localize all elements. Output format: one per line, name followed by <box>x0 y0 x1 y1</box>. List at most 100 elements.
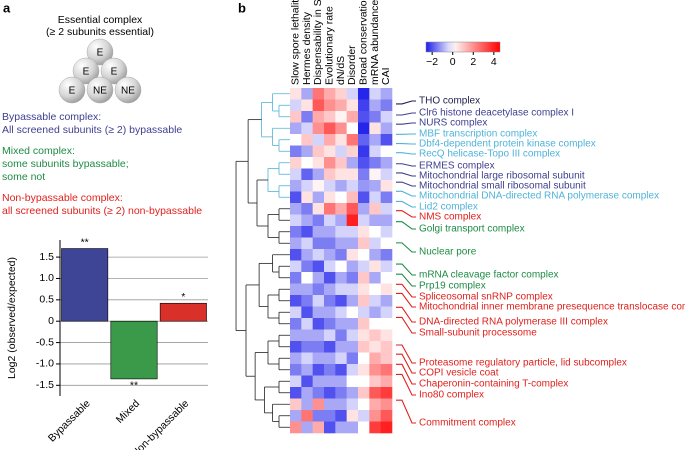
heatmap-cell <box>347 123 359 135</box>
heatmap-cell <box>369 261 381 273</box>
heatmap-cell <box>290 261 302 273</box>
label-leader <box>396 123 416 124</box>
heatmap-cell <box>301 261 313 273</box>
heatmap-cell <box>290 157 302 169</box>
heatmap-cell <box>381 226 393 238</box>
heatmap-cell <box>324 238 336 250</box>
label-leader <box>396 182 416 186</box>
heatmap-cell <box>301 387 313 399</box>
heatmap-cell <box>301 180 313 192</box>
heatmap-cell <box>381 215 393 227</box>
heatmap-cell <box>381 192 393 204</box>
heatmap-cell <box>335 238 347 250</box>
heatmap-cell <box>290 169 302 181</box>
bar <box>61 249 107 322</box>
heatmap-cell <box>301 88 313 100</box>
heatmap-cell <box>335 134 347 146</box>
heatmap-cell <box>358 123 370 135</box>
heatmap-cell <box>324 134 336 146</box>
heatmap-cell <box>358 341 370 353</box>
complex-label: NURS complex <box>419 118 487 129</box>
heatmap-cell <box>347 249 359 261</box>
y-tick-label: -0.5 <box>36 336 54 348</box>
heatmap-cell <box>369 364 381 376</box>
label-leader <box>396 164 416 166</box>
heatmap-cell <box>369 353 381 365</box>
heatmap-cell <box>347 341 359 353</box>
heatmap-cell <box>358 157 370 169</box>
heatmap-cell <box>301 146 313 158</box>
heatmap-cell <box>290 422 302 434</box>
label-leader <box>396 113 416 115</box>
complex-label: DNA-directed RNA polymerase III complex <box>419 317 608 328</box>
y-tick-label: -1.5 <box>36 379 54 391</box>
heatmap-cell <box>324 387 336 399</box>
heatmap-cell <box>335 180 347 192</box>
heatmap-cell <box>313 353 325 365</box>
complex-label: Mitochondrial inner membrane presequence… <box>419 302 685 313</box>
heatmap-cell <box>381 238 393 250</box>
legend-heading: Bypassable complex: <box>2 111 101 123</box>
heatmap-cell <box>358 284 370 296</box>
complex-label: Prp19 complex <box>419 281 486 292</box>
heatmap-cell <box>335 249 347 261</box>
y-axis-label: Log2 (observed/expected) <box>6 257 18 379</box>
heatmap-cell <box>369 341 381 353</box>
heatmap-cell <box>369 226 381 238</box>
heatmap-cell <box>335 364 347 376</box>
heatmap-cell <box>381 284 393 296</box>
heatmap-cell <box>369 284 381 296</box>
heatmap-cell <box>347 180 359 192</box>
heatmap-cell <box>347 272 359 284</box>
heatmap-cell <box>313 226 325 238</box>
heatmap-cell <box>358 249 370 261</box>
heatmap-cell <box>301 295 313 307</box>
complex-label: Commitment complex <box>419 418 516 429</box>
heatmap-cell <box>358 353 370 365</box>
heatmap-cell <box>335 422 347 434</box>
heatmap-cell <box>358 111 370 123</box>
heatmap-cell <box>381 261 393 273</box>
heatmap-cell <box>381 387 393 399</box>
heatmap-cell <box>313 249 325 261</box>
heatmap-cell <box>301 203 313 215</box>
heatmap-cell <box>290 226 302 238</box>
label-leader <box>396 222 416 229</box>
heatmap-cell <box>335 399 347 411</box>
heatmap-cell <box>358 192 370 204</box>
heatmap-cell <box>301 249 313 261</box>
heatmap-cell <box>369 157 381 169</box>
complex-label: Small-subunit processome <box>419 328 537 339</box>
heatmap-cell <box>347 295 359 307</box>
significance: ** <box>130 380 138 392</box>
heatmap-cell <box>290 180 302 192</box>
heatmap-cell <box>324 203 336 215</box>
heatmap-cell <box>381 364 393 376</box>
heatmap-cell <box>324 111 336 123</box>
heatmap-cell <box>347 410 359 422</box>
y-tick-label: 1.5 <box>39 251 54 263</box>
legend-line: some not <box>2 171 45 183</box>
heatmap-cell <box>324 169 336 181</box>
heatmap-cell <box>290 88 302 100</box>
diagram-title: Essential complex <box>58 14 143 26</box>
heatmap-cell <box>347 134 359 146</box>
column-label: Hermes density <box>301 11 313 85</box>
heatmap-cell <box>381 318 393 330</box>
heatmap-cell <box>313 376 325 388</box>
heatmap-cell <box>369 146 381 158</box>
heatmap-cell <box>324 364 336 376</box>
heatmap-cell <box>313 238 325 250</box>
heatmap-cell <box>381 341 393 353</box>
heatmap-cell <box>313 203 325 215</box>
heatmap-cell <box>381 353 393 365</box>
y-tick-label: 0.5 <box>39 294 54 306</box>
heatmap-cell <box>369 272 381 284</box>
heatmap-cell <box>313 422 325 434</box>
heatmap-cell <box>324 307 336 319</box>
heatmap-cell <box>369 215 381 227</box>
diagram-subtitle: (≥ 2 subunits essential) <box>46 26 154 38</box>
heatmap-cell <box>313 284 325 296</box>
heatmap-cell <box>347 364 359 376</box>
heatmap-cell <box>313 364 325 376</box>
